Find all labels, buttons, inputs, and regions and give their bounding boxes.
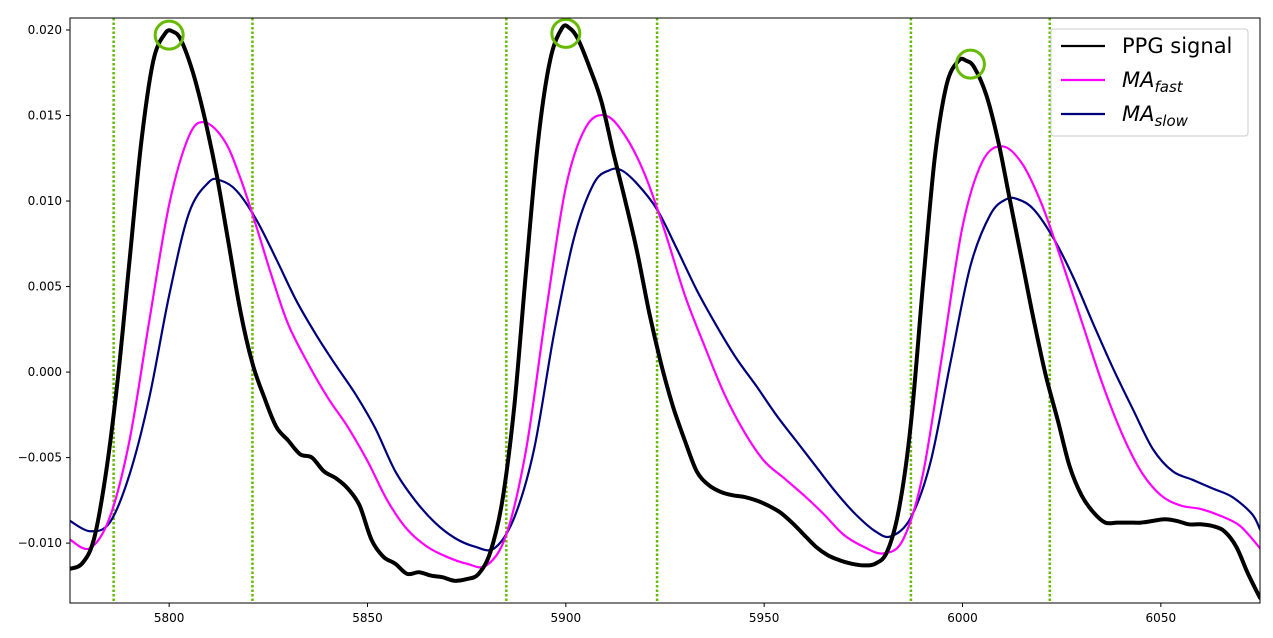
plot-frame (69, 17, 1261, 604)
y-tick-label: −0.010 (18, 536, 62, 550)
x-tick-label: 5900 (551, 611, 582, 625)
y-tick-label: 0.015 (28, 109, 62, 123)
y-tick-label: 0.020 (28, 23, 62, 37)
series-line-ma-fast (70, 113, 1260, 569)
y-tick-label: 0.005 (28, 280, 62, 294)
x-tick-label: 5800 (154, 611, 185, 625)
x-tick-label: 5950 (749, 611, 780, 625)
legend-label: MAfast (1122, 68, 1184, 96)
legend-label: MAslow (1122, 102, 1189, 130)
y-tick-label: 0.000 (28, 365, 62, 379)
peak-marker-3 (954, 48, 986, 80)
legend-box (1050, 28, 1249, 137)
series-line-ppg-signal (70, 23, 1260, 600)
legend-label: PPG signal (1122, 34, 1232, 58)
peak-marker-1 (153, 19, 185, 51)
x-tick-label: 5850 (352, 611, 383, 625)
peak-marker-2 (550, 18, 582, 49)
y-tick-label: −0.005 (18, 451, 62, 465)
x-tick-label: 6050 (1146, 611, 1177, 625)
y-tick-label: 0.010 (28, 194, 62, 208)
x-tick-label: 6000 (947, 611, 978, 625)
